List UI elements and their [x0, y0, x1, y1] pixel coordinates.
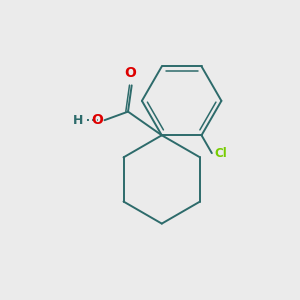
- Text: O: O: [124, 66, 136, 80]
- Text: Cl: Cl: [214, 147, 227, 160]
- Text: O: O: [91, 113, 103, 127]
- Text: H: H: [73, 114, 83, 127]
